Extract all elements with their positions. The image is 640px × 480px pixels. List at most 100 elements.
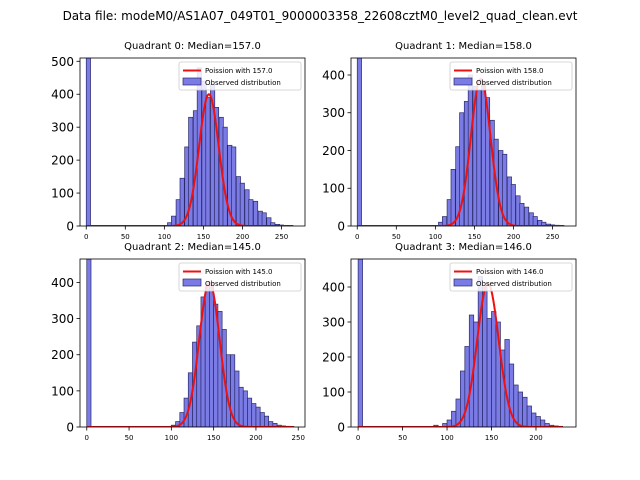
histogram-bar [248, 199, 254, 226]
y-tick-label: 0 [337, 421, 345, 435]
histogram-bar [259, 412, 265, 427]
legend: Poission with 146.0 Observed distribution [449, 262, 573, 292]
histogram-bar [531, 412, 537, 427]
histogram-bar [171, 215, 177, 226]
y-tick-label: 400 [51, 276, 74, 290]
x-tick-label: 0 [356, 434, 360, 442]
x-tick-label: 150 [485, 434, 498, 442]
x-tick-label: 50 [125, 434, 134, 442]
histogram-bar [532, 216, 538, 226]
histogram-bar [357, 259, 363, 427]
histogram-bar [491, 311, 497, 427]
y-tick-label: 200 [51, 348, 74, 362]
legend: Poission with 145.0 Observed distribution [178, 262, 302, 292]
histogram-bar [242, 390, 248, 427]
histogram-bar [234, 370, 240, 427]
y-tick-label: 100 [322, 386, 345, 400]
histogram-bar [270, 222, 276, 226]
x-tick-label: 150 [207, 434, 220, 442]
legend-label-poisson: Poission with 158.0 [476, 67, 544, 75]
legend-label-poisson: Poission with 146.0 [476, 268, 544, 276]
histogram-bar [253, 200, 259, 226]
y-tick-label: 300 [51, 312, 74, 326]
panel-title: Quadrant 1: Median=158.0 [395, 41, 532, 52]
x-tick-label: 200 [249, 434, 262, 442]
x-tick-label: 250 [275, 233, 288, 241]
legend-bar-swatch [182, 278, 202, 287]
panel-title: Quadrant 3: Median=146.0 [395, 242, 532, 253]
plot-frame [79, 57, 306, 227]
histogram-bar [485, 97, 491, 226]
legend-label-observed: Observed distribution [476, 79, 552, 87]
histogram-bar [541, 221, 547, 226]
x-tick-label: 200 [507, 233, 520, 241]
x-tick-label: 100 [158, 233, 171, 241]
poisson-curve [86, 93, 294, 226]
y-tick-label: 200 [322, 144, 345, 158]
legend-box [449, 61, 573, 91]
x-tick-label: 50 [121, 233, 130, 241]
plot-frame [350, 258, 577, 428]
quadrant-3-panel: Quadrant 3: Median=146.0 0 50 100 150 200 0 100… [322, 242, 577, 442]
histogram-bar [522, 396, 528, 427]
histogram-bar [459, 112, 465, 226]
legend-bar-swatch [453, 278, 473, 287]
legend-label-poisson: Poission with 157.0 [205, 67, 273, 75]
histogram-bar [231, 146, 237, 226]
histogram-bar [214, 107, 220, 226]
legend-label-observed: Observed distribution [205, 280, 281, 288]
y-tick-label: 100 [51, 187, 74, 201]
plot-frame [350, 57, 577, 227]
y-tick-label: 300 [322, 316, 345, 330]
legend-label-observed: Observed distribution [476, 280, 552, 288]
histogram-bar [524, 206, 530, 226]
panel-title: Quadrant 0: Median=157.0 [124, 41, 261, 52]
panel-title: Quadrant 2: Median=145.0 [124, 242, 261, 253]
histogram-bar [209, 282, 214, 427]
histogram-bar [204, 285, 210, 427]
quadrant-2-panel: Quadrant 2: Median=145.0 0 50 100 150 200 250 0… [51, 242, 306, 442]
legend-bar-swatch [182, 77, 202, 86]
x-tick-label: 0 [84, 233, 88, 241]
legend: Poission with 157.0 Observed distribution [178, 61, 302, 91]
histogram-bar [239, 182, 245, 226]
x-tick-label: 100 [440, 434, 453, 442]
histogram-bar [535, 416, 541, 427]
legend-label-observed: Observed distribution [205, 79, 281, 87]
y-tick-label: 500 [51, 55, 74, 69]
y-tick-label: 0 [337, 220, 345, 234]
histogram-bar [255, 406, 261, 427]
histogram-bar [464, 346, 470, 427]
x-tick-label: 100 [165, 434, 178, 442]
quadrant-0-panel: Quadrant 0: Median=157.0 0 50 100 150 200 250 0… [51, 41, 306, 241]
plot-frame [79, 258, 306, 428]
histogram-bar [510, 184, 516, 226]
histogram-bar [519, 203, 525, 226]
histogram-bar [251, 403, 257, 427]
histogram-bar [264, 415, 269, 427]
x-tick-label: 150 [468, 233, 481, 241]
histogram-bar [261, 212, 267, 226]
y-tick-label: 400 [322, 281, 345, 295]
x-tick-label: 200 [236, 233, 249, 241]
histogram-bar [526, 405, 532, 427]
x-tick-label: 200 [529, 434, 542, 442]
histogram-bar [450, 169, 456, 226]
histogram-bar [442, 216, 448, 226]
legend-label-poisson: Poission with 145.0 [205, 268, 273, 276]
x-tick-label: 0 [85, 434, 89, 442]
histogram-bar [85, 58, 91, 226]
y-tick-label: 300 [322, 106, 345, 120]
poisson-curve [86, 281, 294, 427]
histogram-bar [482, 286, 488, 427]
legend-box [178, 262, 302, 292]
histogram-bar [476, 89, 482, 226]
y-tick-label: 200 [322, 351, 345, 365]
y-tick-label: 0 [66, 421, 74, 435]
y-tick-label: 0 [66, 220, 74, 234]
histogram-bar [86, 259, 92, 427]
y-tick-label: 100 [51, 384, 74, 398]
x-tick-label: 50 [398, 434, 407, 442]
plot-area [357, 259, 564, 427]
